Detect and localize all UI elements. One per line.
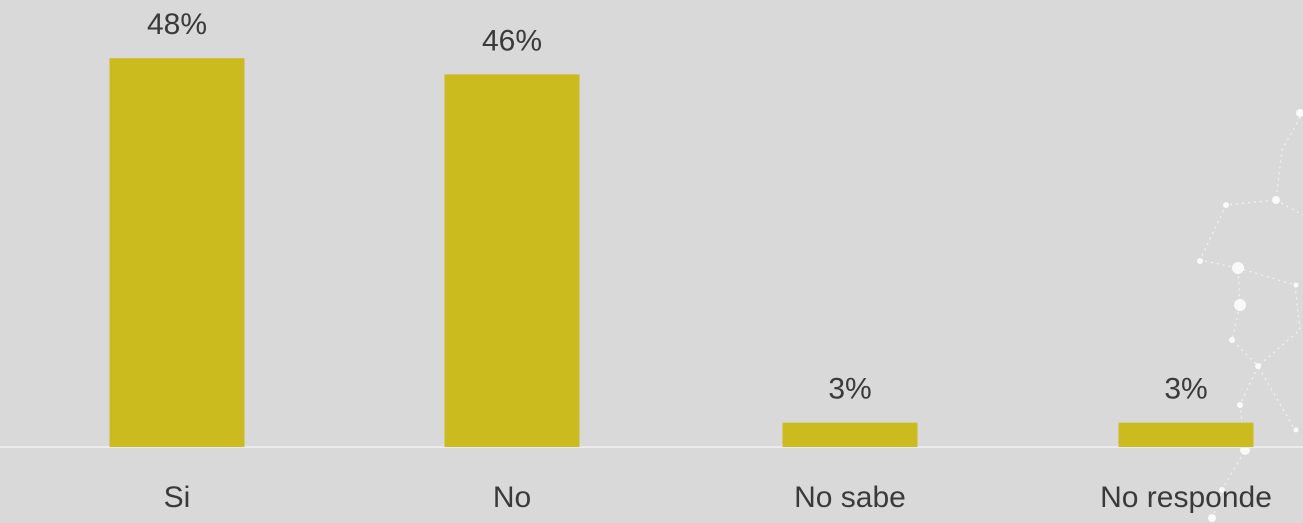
bar-no-responde: [1118, 422, 1254, 447]
bar-no: [444, 74, 580, 448]
value-label-no: 46%: [482, 24, 542, 57]
value-label-no-sabe: 3%: [828, 373, 871, 406]
value-label-si: 48%: [147, 8, 207, 41]
category-label-no-sabe: No sabe: [794, 481, 906, 514]
value-label-no-responde: 3%: [1164, 373, 1207, 406]
value-labels-group: 48% 46% 3% 3%: [147, 8, 1208, 406]
category-label-no-responde: No responde: [1100, 481, 1272, 514]
category-labels-group: Si No No sabe No responde: [164, 481, 1272, 514]
category-label-si: Si: [164, 481, 191, 514]
bars-group: [109, 58, 1254, 448]
bar-no-sabe: [782, 422, 918, 447]
constellation-decoration: [1197, 109, 1303, 522]
category-label-no: No: [493, 481, 531, 514]
bar-si: [109, 58, 245, 447]
